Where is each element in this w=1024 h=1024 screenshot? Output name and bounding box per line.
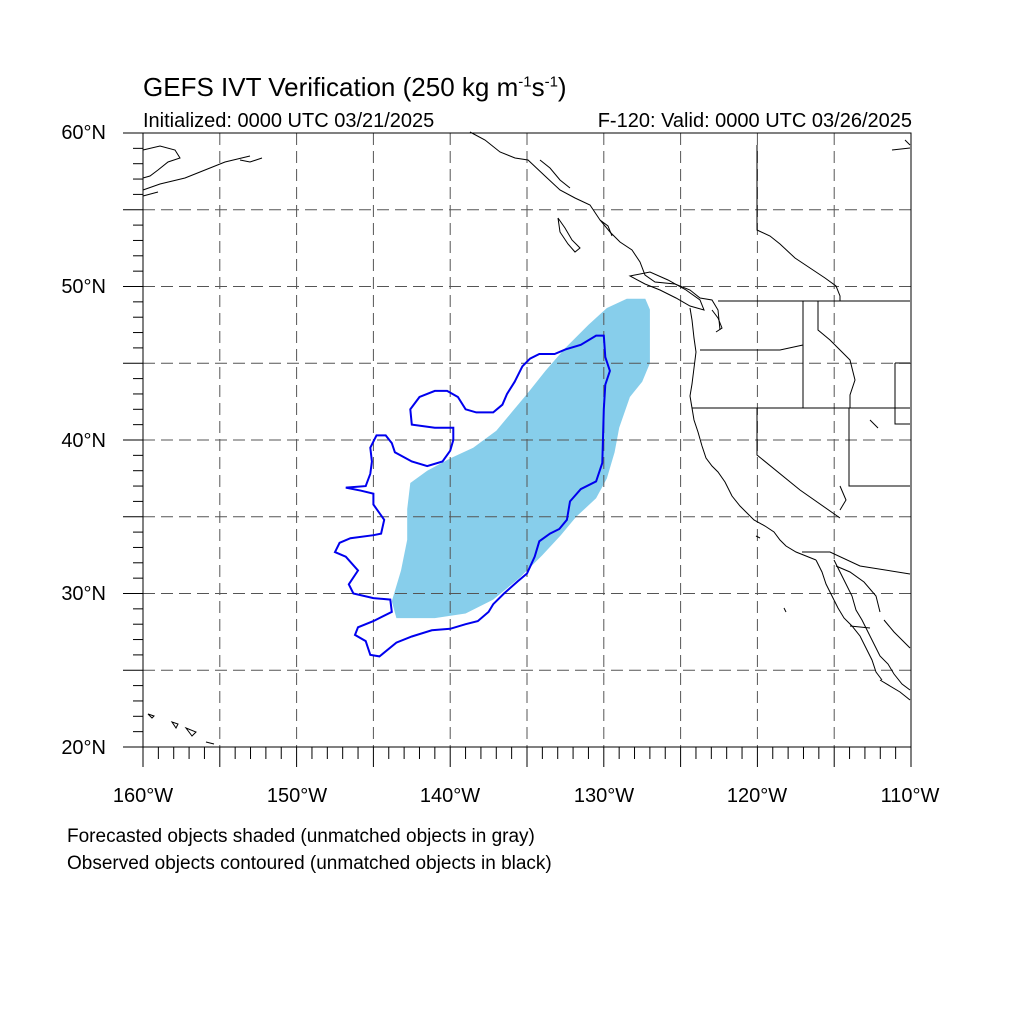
valid-time: F-120: Valid: 0000 UTC 03/26/2025 — [597, 110, 912, 132]
lat-label-30: 30°N — [61, 583, 106, 605]
lat-label-20: 20°N — [61, 737, 106, 759]
forecast-object — [391, 298, 650, 619]
initialized-time: Initialized: 0000 UTC 03/21/2025 — [143, 110, 435, 132]
forecast-objects — [391, 298, 650, 619]
map-frame — [123, 132, 912, 767]
lon-label-160w: 160°W — [112, 785, 174, 807]
graticule — [143, 133, 911, 747]
forecast-note: Forecasted objects shaded (unmatched obj… — [67, 826, 535, 847]
lat-label-50: 50°N — [61, 276, 106, 298]
lon-label-120w: 120°W — [726, 785, 788, 807]
lon-label-140w: 140°W — [419, 785, 481, 807]
lat-label-40: 40°N — [61, 430, 106, 452]
lon-label-150w: 150°W — [266, 785, 328, 807]
coastlines-and-borders — [142, 131, 911, 745]
lat-label-60: 60°N — [61, 122, 106, 144]
observed-object — [333, 334, 611, 658]
observed-objects — [333, 334, 611, 658]
lon-label-130w: 130°W — [573, 785, 635, 807]
lon-label-110w: 110°W — [880, 785, 940, 807]
chart-title: GEFS IVT Verification (250 kg m-1s-1) — [143, 72, 567, 102]
observed-note: Observed objects contoured (unmatched ob… — [67, 853, 552, 874]
